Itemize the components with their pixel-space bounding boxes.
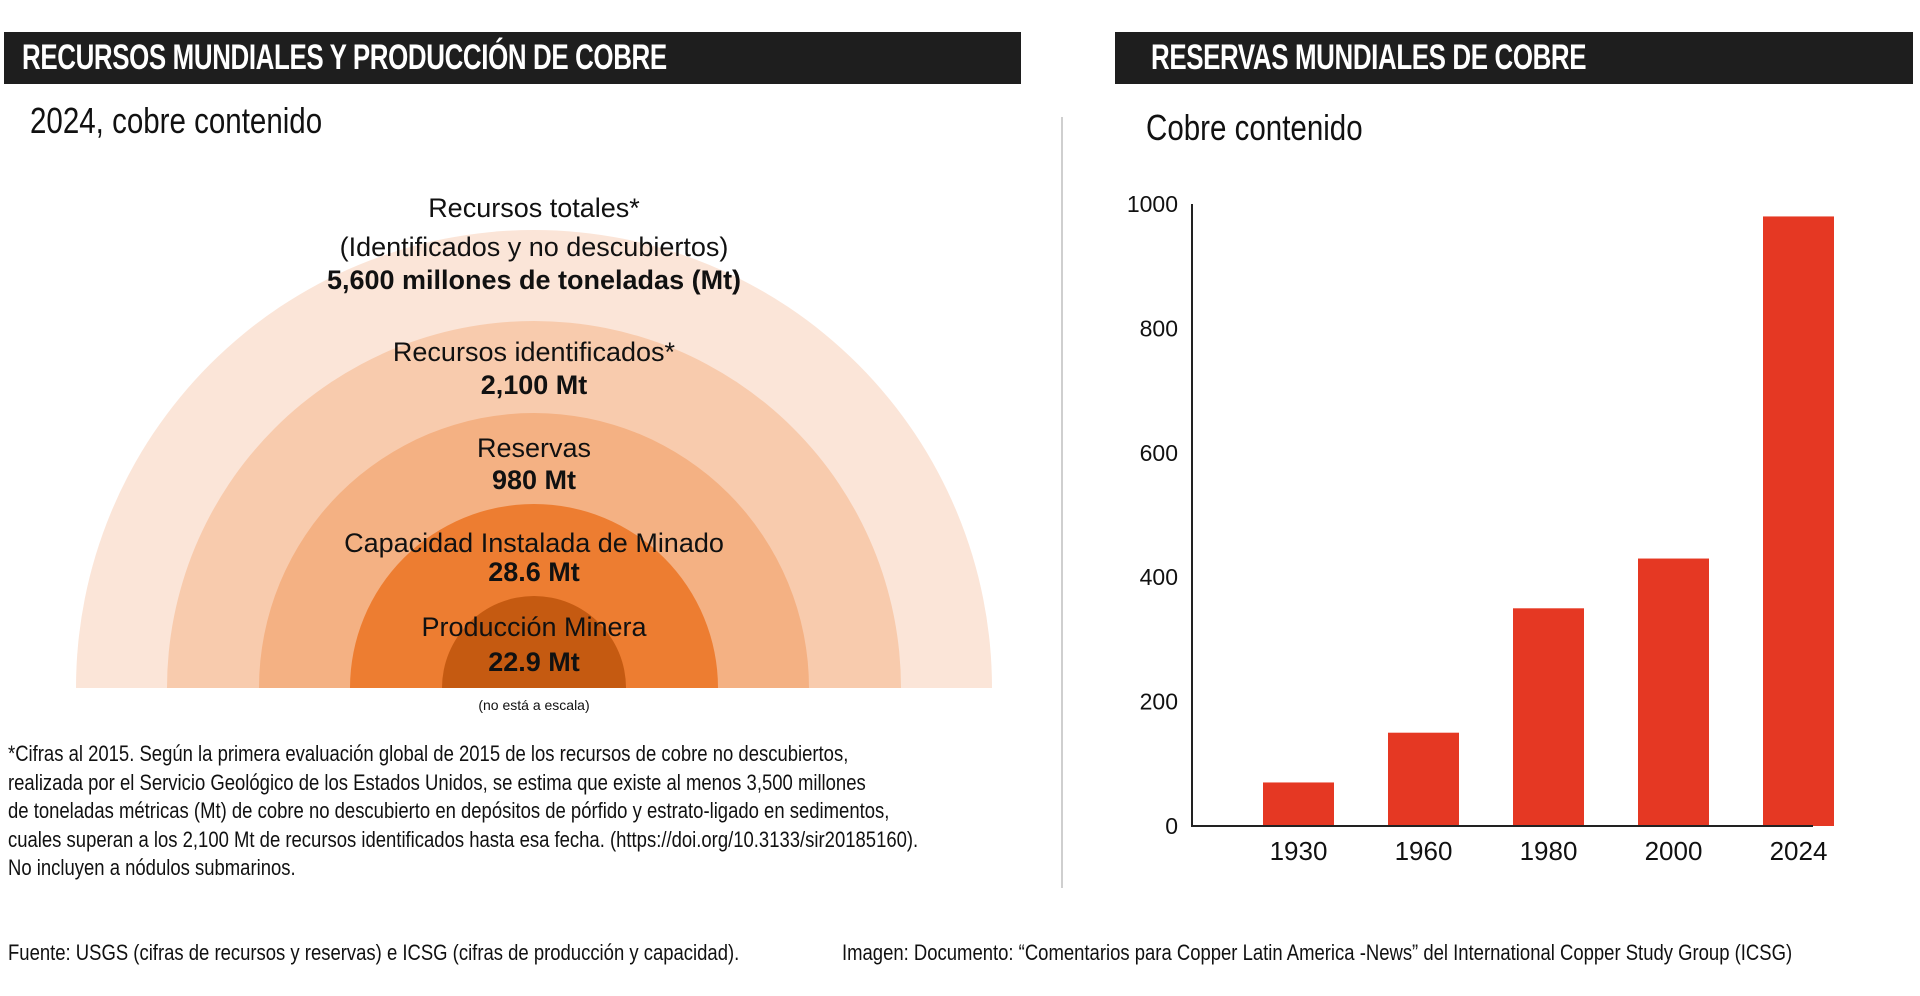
left-title-bar: RECURSOS MUNDIALES Y PRODUCCIÓN DE COBRE	[4, 32, 1021, 84]
image-credit: Imagen: Documento: “Comentarios para Cop…	[842, 940, 1793, 965]
footnote-line: realizada por el Servicio Geológico de l…	[8, 769, 866, 795]
x-axis-ticks: 1930 1960 1980 2000 2024	[1270, 836, 1828, 866]
ring-value-total: 5,600 millones de toneladas (Mt)	[326, 265, 742, 295]
y-tick-label: 1000	[1127, 191, 1178, 217]
footnote-line: de toneladas métricas (Mt) de cobre no d…	[8, 798, 890, 823]
scale-note: (no está a escala)	[478, 697, 590, 713]
x-tick-label: 1980	[1520, 836, 1578, 866]
ring-label-production: Producción Minera	[421, 612, 647, 642]
right-subtitle: Cobre contenido	[1146, 107, 1363, 148]
right-title-bar: RESERVAS MUNDIALES DE COBRE	[1115, 32, 1913, 84]
source-note: Fuente: USGS (cifras de recursos y reser…	[8, 940, 740, 965]
footnote-line: No incluyen a nódulos submarinos.	[8, 855, 296, 880]
ring-value-production: 22.9 Mt	[488, 647, 580, 677]
y-tick-label: 400	[1140, 564, 1178, 590]
bars	[1263, 216, 1834, 826]
semicircle-diagram	[60, 230, 1010, 689]
y-tick-label: 800	[1140, 315, 1178, 341]
bar-1960	[1388, 732, 1459, 826]
panel-divider	[1061, 117, 1063, 888]
ring-value-identified: 2,100 Mt	[480, 370, 588, 400]
y-axis-ticks: 0 200 400 600 800 1000	[1127, 191, 1178, 839]
footnote-line: cuales superan a los 2,100 Mt de recurso…	[8, 826, 919, 852]
ring-value-capacity: 28.6 Mt	[488, 557, 580, 587]
left-title: RECURSOS MUNDIALES Y PRODUCCIÓN DE COBRE	[22, 38, 667, 77]
bar-1980	[1513, 608, 1584, 826]
right-title: RESERVAS MUNDIALES DE COBRE	[1151, 38, 1587, 77]
bar-2000	[1638, 558, 1709, 826]
x-tick-label: 1960	[1395, 836, 1453, 866]
ring-sublabel-total: (Identificados y no descubiertos)	[339, 232, 729, 262]
y-tick-label: 200	[1140, 689, 1178, 715]
x-tick-label: 1930	[1270, 836, 1328, 866]
ring-label-identified: Recursos identificados*	[392, 337, 676, 367]
bar-1930	[1263, 782, 1334, 826]
y-tick-label: 0	[1165, 813, 1178, 839]
ring-label-total: Recursos totales*	[428, 193, 640, 223]
ring-label-reserves: Reservas	[476, 433, 592, 463]
x-tick-label: 2024	[1770, 836, 1828, 866]
footnote-line: *Cifras al 2015. Según la primera evalua…	[8, 741, 849, 766]
ring-mine-production	[442, 596, 626, 688]
bar-2024	[1763, 216, 1834, 826]
y-tick-label: 600	[1140, 440, 1178, 466]
ring-label-capacity: Capacidad Instalada de Minado	[344, 528, 724, 558]
left-subtitle: 2024, cobre contenido	[30, 100, 323, 141]
ring-value-reserves: 980 Mt	[491, 465, 577, 495]
x-tick-label: 2000	[1645, 836, 1703, 866]
bar-chart: 0 200 400 600 800 1000 1930 1960 1980 2000 2024	[1127, 191, 1834, 866]
